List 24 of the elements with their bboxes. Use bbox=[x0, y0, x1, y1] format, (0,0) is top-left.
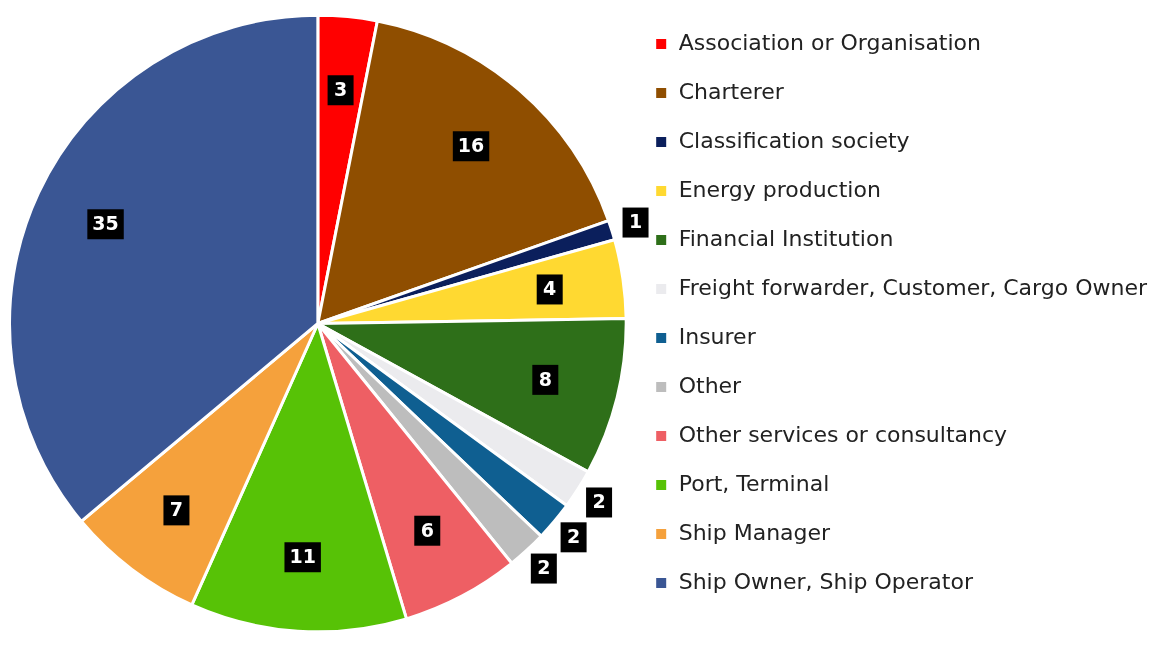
data-label: 11 bbox=[289, 545, 316, 568]
data-label: 2 bbox=[537, 556, 551, 579]
legend-label: Charterer bbox=[678, 78, 785, 104]
data-label: 6 bbox=[420, 518, 434, 541]
data-label: 2 bbox=[592, 490, 606, 513]
legend-label: Association or Organisation bbox=[678, 29, 982, 55]
legend-label: Freight forwarder, Customer, Cargo Owner bbox=[678, 274, 1148, 300]
legend-label: Ship Owner, Ship Operator bbox=[678, 568, 974, 594]
legend-label: Energy production bbox=[678, 176, 881, 202]
legend-label: Ship Manager bbox=[678, 519, 832, 545]
data-label: 2 bbox=[566, 525, 581, 548]
legend-label: Other services or consultancy bbox=[678, 421, 1008, 447]
legend-label: Financial Institution bbox=[678, 225, 894, 251]
legend-label: Port, Terminal bbox=[678, 470, 830, 496]
data-label: 35 bbox=[92, 212, 119, 235]
data-label: 7 bbox=[169, 498, 184, 521]
data-label: 1 bbox=[628, 210, 643, 233]
legend-label: Classification society bbox=[678, 127, 910, 153]
legend-label: Insurer bbox=[678, 323, 757, 349]
data-label: 3 bbox=[333, 78, 348, 101]
data-label: 16 bbox=[457, 134, 485, 157]
data-label: 4 bbox=[543, 277, 557, 300]
data-label: 8 bbox=[538, 367, 552, 390]
legend-label: Other bbox=[678, 372, 743, 398]
